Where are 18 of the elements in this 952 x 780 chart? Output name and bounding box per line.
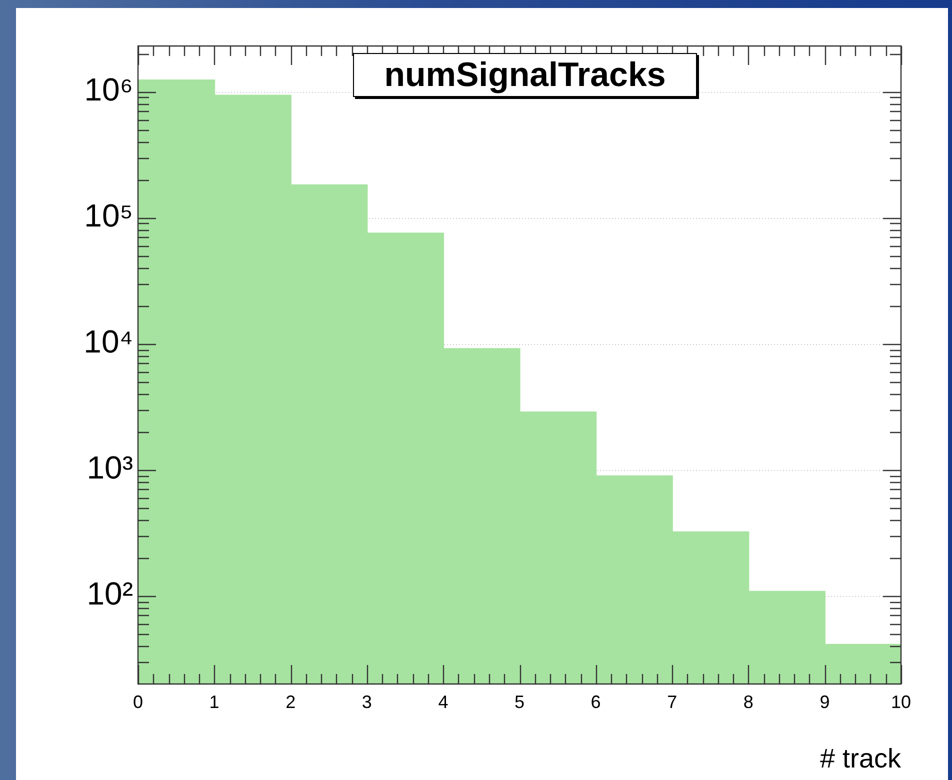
y-tick-label: 10² [86,576,134,612]
x-tick-label: 0 [132,692,144,712]
x-tick-label: 9 [820,692,830,712]
x-tick-label: 5 [514,692,525,712]
x-tick-label: 6 [590,692,601,712]
x-tick-label: 4 [438,692,448,712]
y-tick-label: 10³ [86,450,134,486]
x-axis-title: # track [820,743,902,774]
x-tick-label: 1 [209,692,220,712]
y-tick-label: 10⁵ [84,198,133,234]
x-tick-label: 10 [890,692,912,712]
chart-title: numSignalTracks [353,53,697,97]
x-tick-label: 7 [667,692,678,712]
y-tick-label: 10⁶ [84,71,133,108]
x-tick-label: 3 [362,692,372,712]
y-tick-label: 10⁴ [84,324,133,360]
x-tick-label: 8 [743,692,754,712]
x-tick-label: 2 [286,692,296,712]
